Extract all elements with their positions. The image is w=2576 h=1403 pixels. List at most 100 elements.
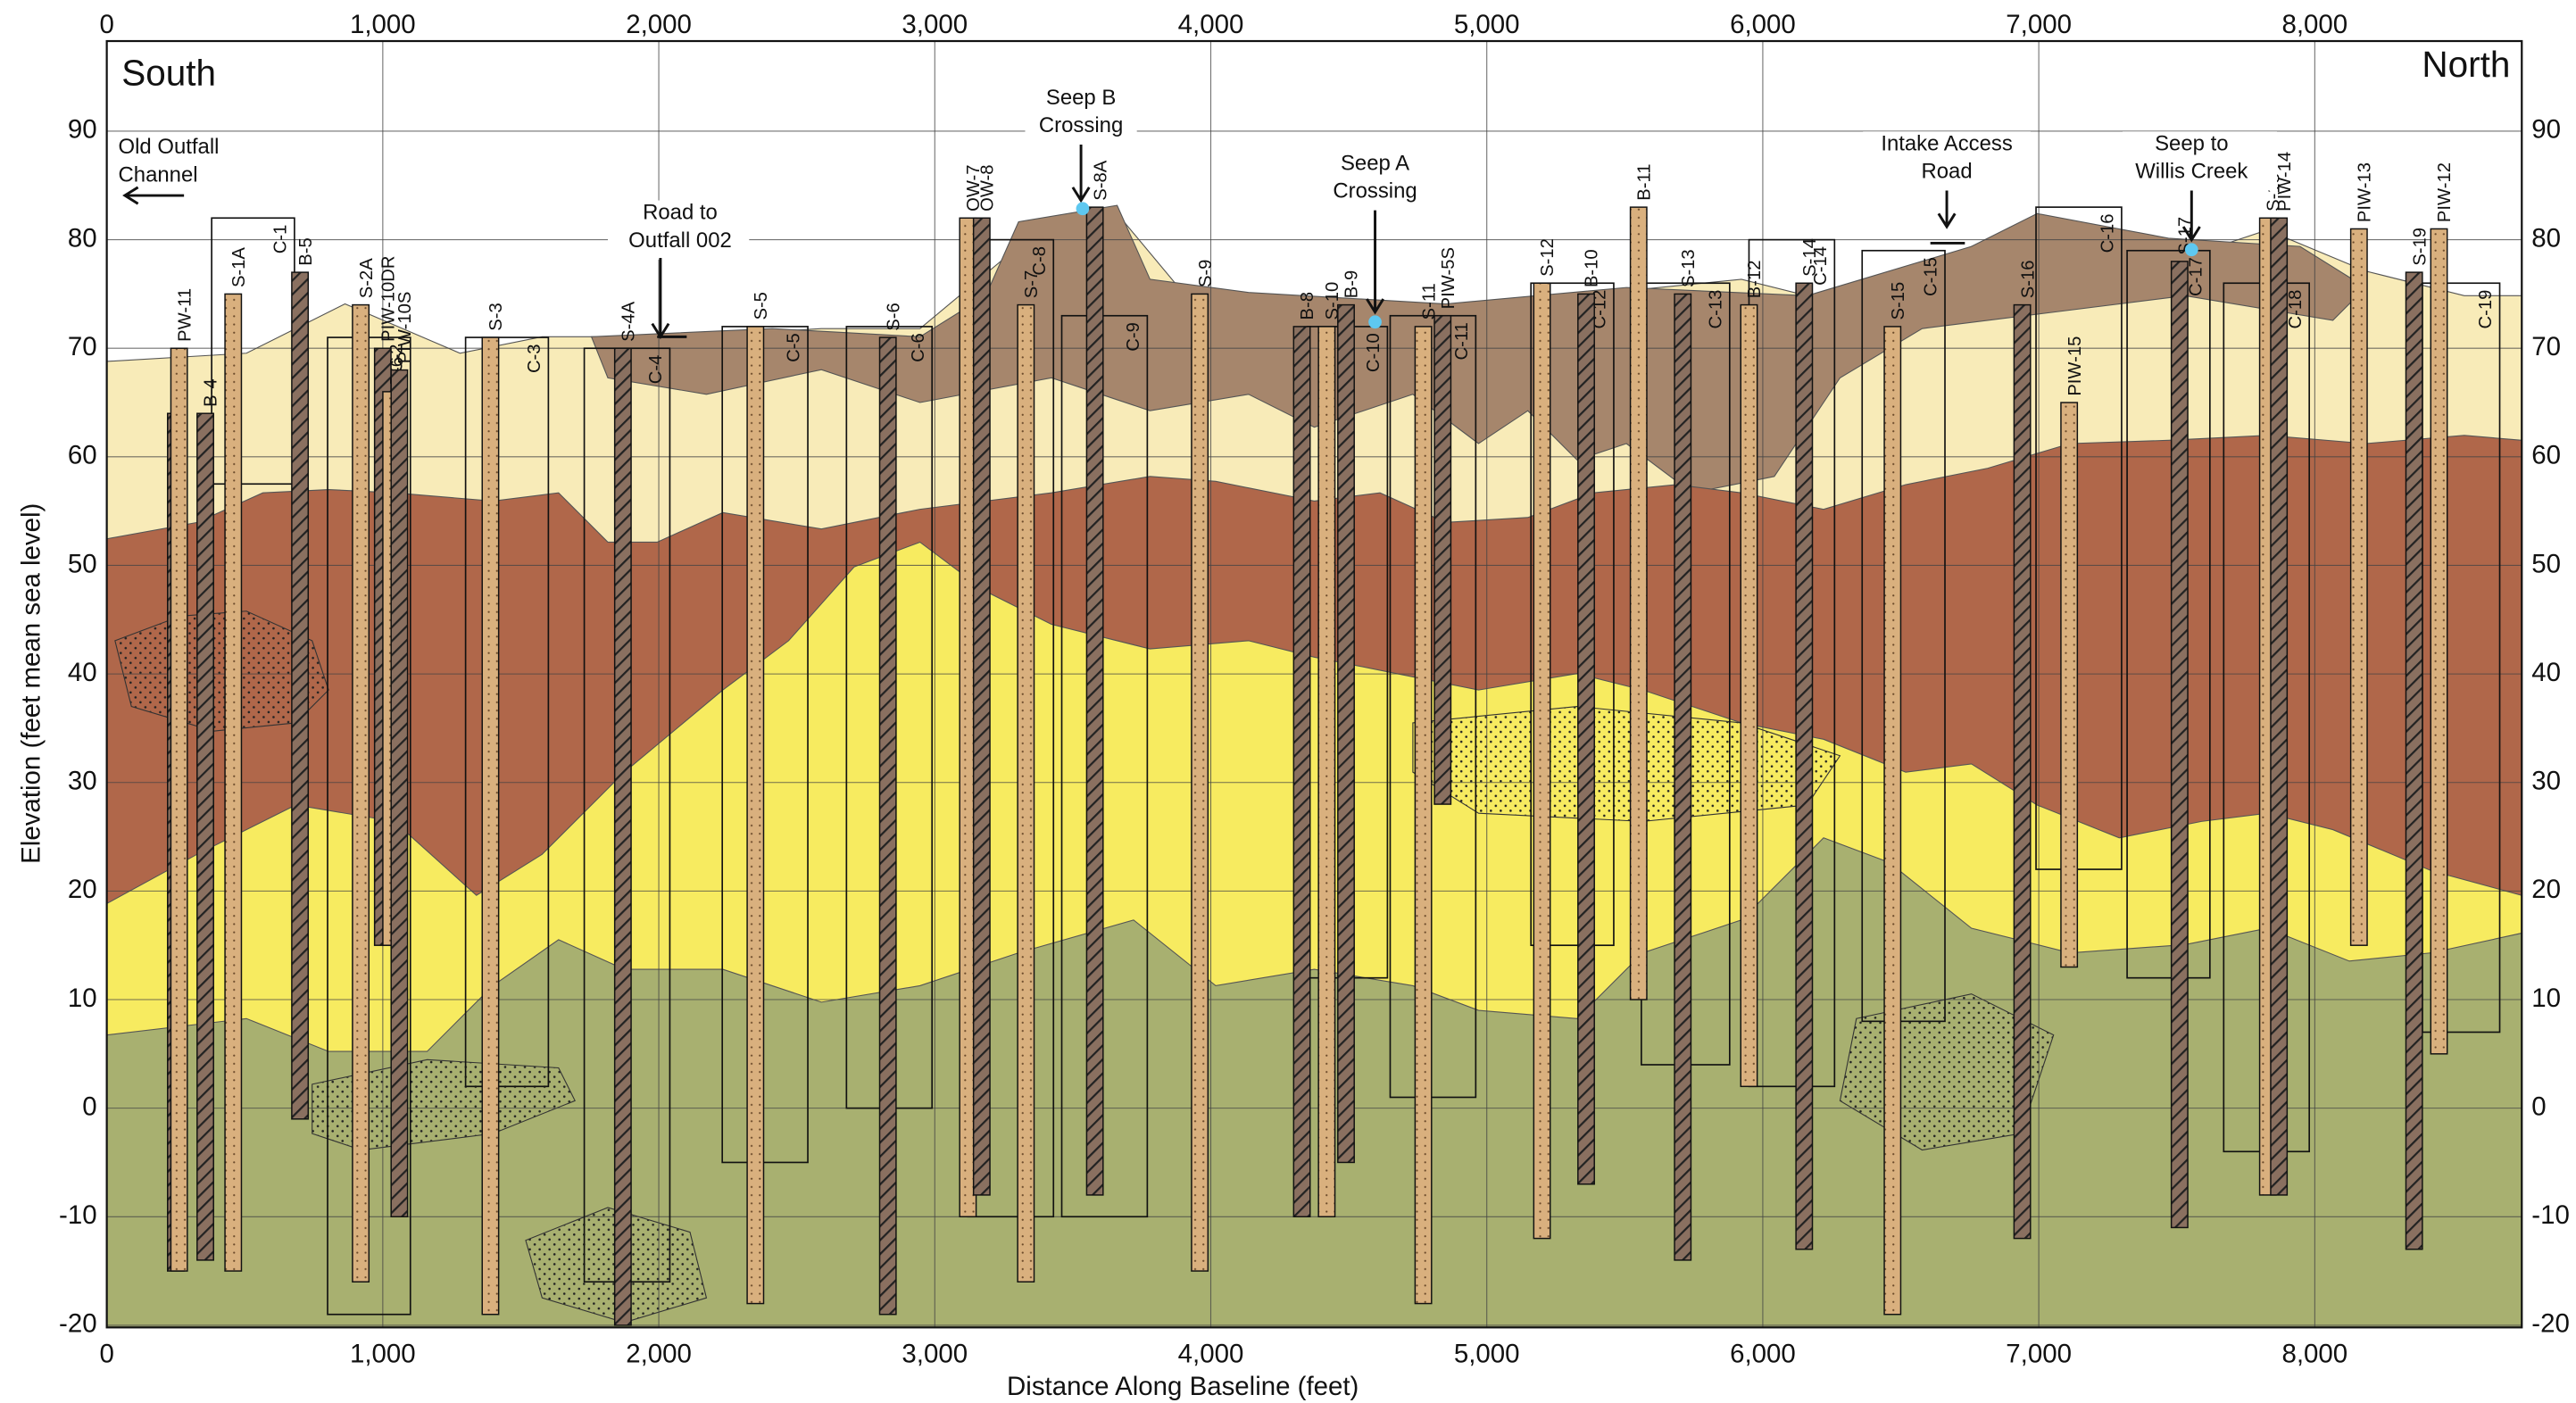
cross-section: C-1C-2C-3C-4C-5C-6C-8C-9C-10C-11C-12C-13… (0, 0, 2576, 1403)
x-tick-label: 5,000 (1454, 10, 1520, 39)
body: C-1C-2C-3C-4C-5C-6C-8C-9C-10C-11C-12C-13… (0, 0, 2576, 1403)
seep-marker (1368, 315, 1382, 328)
borehole (1741, 305, 1757, 1087)
y-tick-label: 20 (2531, 875, 2561, 904)
borehole-label: PW-11 (175, 288, 195, 342)
borehole (1796, 283, 1812, 1249)
borehole (1631, 207, 1647, 1000)
box-label: C-3 (525, 344, 544, 373)
borehole-label: PIW-13 (2356, 162, 2375, 222)
annotation: Intake Access (1881, 131, 2013, 155)
box-label: C-9 (1124, 322, 1143, 352)
borehole (1192, 294, 1208, 1271)
borehole (2271, 218, 2287, 1195)
y-tick-label: 70 (68, 332, 97, 361)
y-tick-label: 30 (68, 767, 97, 796)
x-tick-label: 6,000 (1730, 10, 1796, 39)
borehole-label: B-5 (296, 237, 316, 266)
box-label: C-13 (1706, 290, 1725, 329)
y-tick-label: 50 (68, 549, 97, 578)
y-tick-label: 0 (82, 1092, 96, 1121)
x-tick-label: 0 (99, 10, 113, 39)
borehole (197, 413, 213, 1260)
x-tick-label: 8,000 (2282, 1339, 2348, 1368)
borehole (747, 327, 763, 1304)
box-label: C-1 (271, 225, 291, 254)
x-tick-label: 0 (99, 1339, 113, 1368)
borehole-label: B-11 (1634, 163, 1654, 200)
x-tick-label: 3,000 (902, 10, 968, 39)
x-tick-label: 3,000 (902, 1339, 968, 1368)
borehole-label: OW-8 (978, 164, 998, 211)
borehole (1415, 327, 1431, 1304)
borehole (1018, 305, 1034, 1283)
box-label: C-10 (1364, 333, 1384, 372)
y-tick-label: 40 (68, 658, 97, 687)
y-axis-title: Elevation (feet mean sea level) (17, 503, 46, 864)
borehole-label: S-7 (1022, 270, 1042, 299)
y-tick-label: 10 (68, 984, 97, 1013)
borehole-label: S-19 (2410, 228, 2430, 266)
borehole (1434, 316, 1450, 804)
x-tick-label: 6,000 (1730, 1339, 1796, 1368)
borehole-label: S-9 (1196, 260, 1216, 288)
borehole-label: S-2A (357, 258, 377, 298)
y-tick-label: -20 (2531, 1309, 2570, 1339)
borehole-label: S-4A (619, 301, 639, 341)
borehole-label: S-3 (486, 303, 506, 331)
borehole (2014, 305, 2030, 1239)
borehole-label: PIW-12 (2435, 162, 2455, 222)
annotation: Road (1921, 160, 1972, 184)
borehole (1533, 283, 1550, 1238)
borehole-label: B-4 (202, 378, 221, 407)
layers (107, 205, 2522, 1331)
box-label: C-17 (2186, 257, 2206, 296)
annotation: Road to (643, 201, 718, 225)
borehole (974, 218, 990, 1195)
borehole-label: PIW-10S (395, 292, 415, 364)
borehole (2172, 262, 2188, 1228)
annotation: Seep to (2155, 131, 2228, 155)
borehole-label: S-15 (1889, 282, 1908, 320)
box-label: C-16 (2098, 213, 2118, 253)
y-tick-label: 0 (2531, 1092, 2546, 1121)
borehole-label: B-10 (1583, 249, 1602, 287)
borehole (880, 337, 896, 1315)
y-tick-label: 60 (68, 441, 97, 470)
y-tick-label: 70 (2531, 332, 2561, 361)
borehole-label: S-8A (1091, 160, 1110, 200)
borehole-label: B-12 (1745, 260, 1765, 298)
x-tick-label: 4,000 (1178, 1339, 1244, 1368)
annotation: Crossing (1039, 113, 1123, 137)
page: Geologic cross section {"chart_data": {"… (0, 0, 2576, 1403)
borehole (1318, 327, 1334, 1216)
x-tick-label: 5,000 (1454, 1339, 1520, 1368)
box-label: C-19 (2476, 290, 2496, 329)
y-tick-label: -10 (59, 1200, 97, 1230)
borehole (615, 348, 631, 1325)
y-tick-label: 80 (68, 223, 97, 253)
x-tick-label: 2,000 (626, 1339, 692, 1368)
borehole (1578, 294, 1594, 1183)
borehole (482, 337, 498, 1315)
borehole (2431, 228, 2447, 1053)
borehole-label: PIW-5S (1439, 247, 1458, 309)
seep-marker (2185, 243, 2198, 256)
borehole-label: S-6 (884, 303, 903, 331)
annotation: Seep A (1341, 151, 1409, 175)
borehole (1674, 294, 1691, 1260)
y-tick-label: 90 (2531, 115, 2561, 145)
x-tick-label: 7,000 (2006, 1339, 2072, 1368)
y-tick-label: 40 (2531, 658, 2561, 687)
box-label: C-5 (785, 333, 804, 362)
borehole (2351, 228, 2367, 945)
borehole (1293, 327, 1309, 1216)
borehole-label: S-14 (1800, 238, 1820, 277)
box-label: C-18 (2286, 290, 2306, 329)
x-axis-title: Distance Along Baseline (feet) (1007, 1372, 1359, 1401)
borehole (170, 348, 187, 1271)
borehole (2061, 403, 2077, 967)
y-tick-label: 80 (2531, 223, 2561, 253)
borehole-label: S-11 (1419, 283, 1439, 320)
borehole (2406, 272, 2422, 1249)
